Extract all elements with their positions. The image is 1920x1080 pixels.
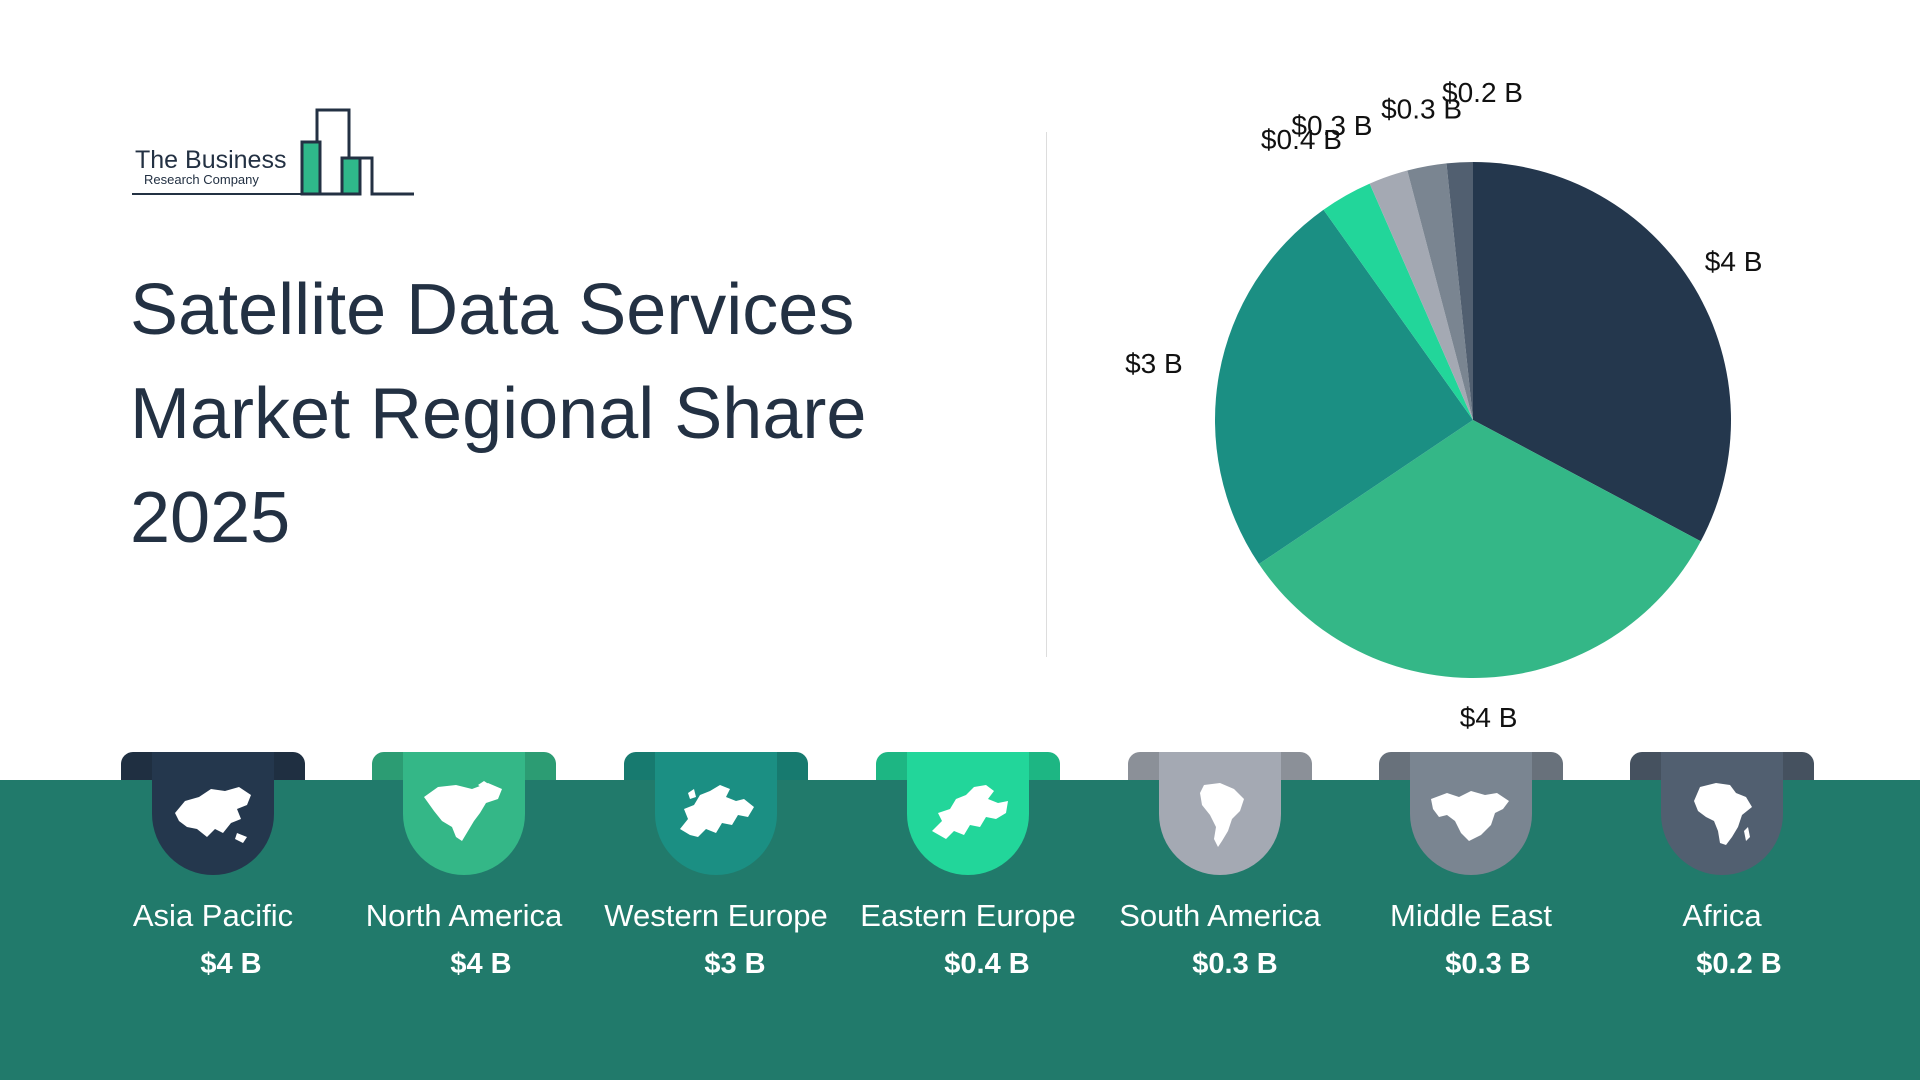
pie-label-africa: $0.2 B [1442,77,1523,108]
region-card-north-america: North America $4 B [332,752,562,1002]
africa-map-icon [1694,782,1752,845]
region-name: North America [365,898,563,933]
logo-line-1: The Business [135,146,287,174]
pie-slice-south-america [1369,170,1473,420]
title-line-3: 2025 [130,478,291,558]
region-badge [655,752,777,875]
region-card-western-europe: Western Europe $3 B [584,752,828,1002]
region-name: Africa [1682,898,1762,933]
region-card-south-america: South America $0.3 B [1088,752,1321,1002]
pie-slice-north-america [1258,420,1701,678]
page-title: Satellite Data Services Market Regional … [130,258,930,570]
pie-slice-asia-pacific [1473,162,1731,542]
pie-slice-middle-east [1407,163,1473,420]
pie-label-north-america: $4 B [1460,702,1518,733]
western-europe-map-icon [680,784,754,837]
pie-label-south-america: $0.3 B [1291,110,1372,141]
region-value: $3 B [704,948,766,980]
region-value: $0.3 B [1192,948,1278,980]
divider [1046,132,1047,657]
pie-slice-africa [1446,162,1473,420]
middle-east-map-icon [1431,790,1509,841]
pie-slice-western-europe [1215,209,1473,565]
region-value: $0.4 B [944,948,1030,980]
pie-chart: $4 B$4 B$3 B$0.4 B$0.3 B$0.3 B$0.2 B [1125,77,1763,733]
region-badge [403,752,525,875]
pie-label-western-europe: $3 B [1125,348,1183,379]
south-america-map-icon [1200,782,1244,847]
region-name: Asia Pacific [132,898,294,933]
title-line-2: Market Regional Share [130,374,867,454]
region-card-africa: Africa $0.2 B [1590,752,1820,1002]
pie-slice-eastern-europe [1323,183,1473,420]
region-value: $0.2 B [1696,948,1782,980]
logo-bars-icon [132,108,414,196]
region-name: South America [1119,898,1321,933]
region-badge [907,752,1029,875]
region-name: Middle East [1390,898,1552,933]
logo-line-2: Research Company [144,172,259,187]
pie-label-asia-pacific: $4 B [1705,246,1763,277]
region-badge [1661,752,1783,875]
region-card-eastern-europe: Eastern Europe $0.4 B [836,752,1076,1002]
region-card-middle-east: Middle East $0.3 B [1339,752,1569,1002]
region-name: Western Europe [604,898,828,933]
pie-label-eastern-europe: $0.4 B [1261,124,1342,155]
region-value: $0.3 B [1445,948,1531,980]
pie-label-middle-east: $0.3 B [1381,94,1462,125]
region-value: $4 B [450,948,512,980]
eastern-europe-map-icon [932,784,1008,839]
region-badge [152,752,274,875]
north-america-map-icon [424,780,502,841]
region-value: $4 B [200,948,262,980]
asia-map-icon [175,786,251,843]
title-line-1: Satellite Data Services [130,270,855,350]
region-badge [1410,752,1532,875]
company-logo: The Business Research Company [132,108,422,198]
region-card-asia-pacific: Asia Pacific $4 B [81,752,311,1002]
region-badge [1159,752,1281,875]
region-name: Eastern Europe [860,898,1076,933]
